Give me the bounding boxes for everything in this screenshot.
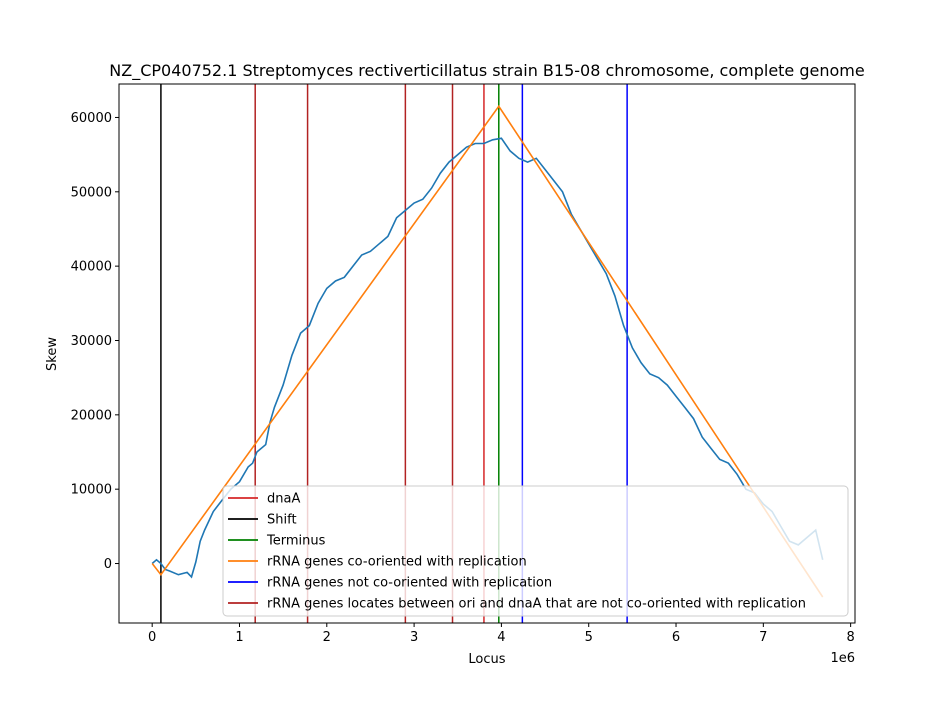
x-tick-label: 6: [672, 630, 680, 645]
series-layer: [151, 104, 824, 598]
y-axis-label: Skew: [45, 337, 60, 371]
x-tick-label: 0: [148, 630, 156, 645]
series-line-1: [151, 104, 824, 598]
x-tick-label: 7: [759, 630, 767, 645]
legend-label-4: rRNA genes not co-oriented with replicat…: [267, 576, 552, 591]
x-tick-label: 8: [846, 630, 854, 645]
y-tick-label: 0: [104, 557, 112, 572]
axes-frame: [118, 83, 856, 624]
x-tick-label: 4: [497, 630, 505, 645]
y-tick-label: 50000: [71, 185, 112, 200]
legend-box: [222, 485, 849, 617]
legend-label-5: rRNA genes locates between ori and dnaA …: [267, 597, 806, 612]
y-axis-ticks: 0 10000 20000 30000 40000 50000 60000: [71, 111, 119, 572]
y-tick-label: 10000: [71, 483, 112, 498]
y-tick-label: 20000: [71, 408, 112, 423]
x-tick-label: 1: [235, 630, 243, 645]
x-axis-label: Locus: [468, 652, 505, 667]
legend-items: dnaA Shift Terminus rRNA genes co-oriented …: [228, 492, 806, 612]
legend-label-1: Shift: [267, 513, 297, 528]
y-tick-label: 60000: [71, 111, 112, 126]
x-tick-label: 3: [410, 630, 418, 645]
y-tick-label: 40000: [71, 260, 112, 275]
legend: dnaA Shift Terminus rRNA genes co-oriented …: [222, 485, 849, 617]
legend-label-0: dnaA: [267, 492, 300, 507]
x-axis-ticks: 0 1 2 3 4 5 6 7 8: [148, 623, 855, 645]
chart-title: NZ_CP040752.1 Streptomyces rectiverticil…: [109, 61, 864, 81]
x-axis-offset-label: 1e6: [830, 651, 855, 666]
legend-label-3: rRNA genes co-oriented with replication: [267, 555, 527, 570]
x-tick-label: 2: [323, 630, 331, 645]
y-tick-label: 30000: [71, 334, 112, 349]
legend-label-2: Terminus: [266, 534, 326, 549]
series-line-0: [151, 137, 824, 579]
x-tick-label: 5: [585, 630, 593, 645]
